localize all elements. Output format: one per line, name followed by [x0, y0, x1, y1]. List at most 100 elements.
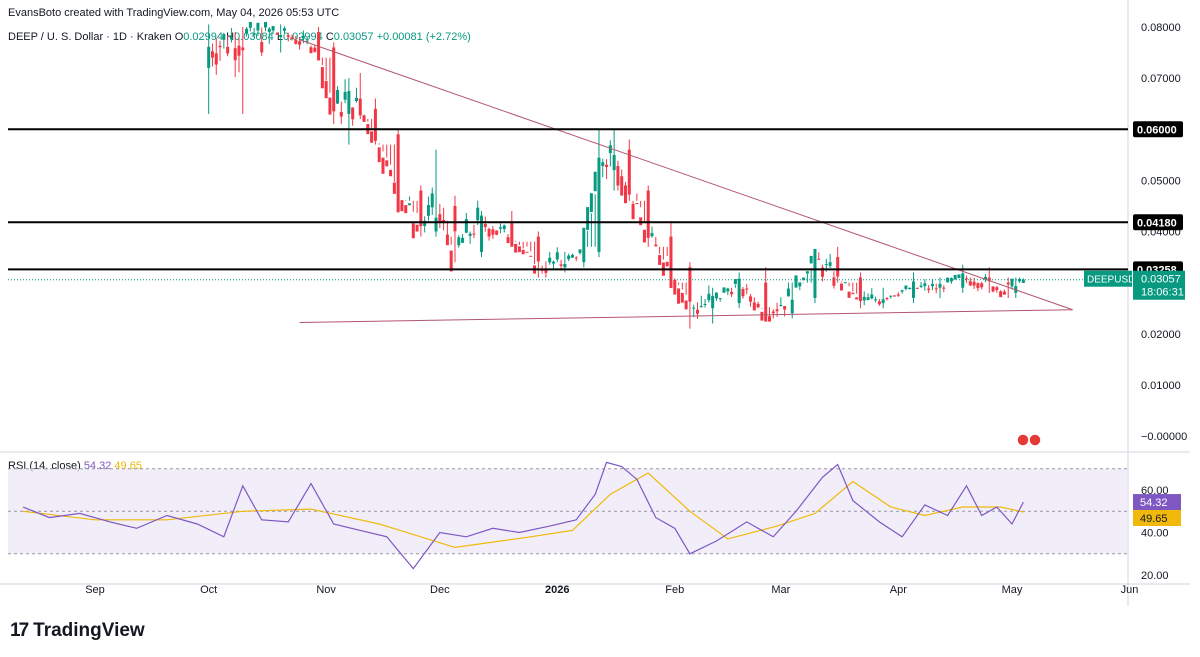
candle-body: [555, 252, 559, 260]
candle-body: [597, 157, 601, 252]
candle-body: [620, 176, 624, 196]
candle-body: [851, 292, 855, 295]
candle-body: [438, 214, 442, 222]
candle-body: [832, 277, 836, 286]
price-tick-label: 0.02000: [1141, 329, 1181, 341]
candle-body: [578, 249, 582, 253]
candle-body: [400, 200, 404, 212]
candle-body: [525, 251, 529, 253]
tradingview-brand[interactable]: 17 TradingView: [10, 620, 145, 642]
candle-body: [328, 97, 332, 115]
candle-body: [889, 295, 893, 297]
candle-body: [502, 225, 506, 230]
time-tick-label: Sep: [85, 584, 105, 596]
candle-body: [942, 287, 946, 289]
candle-body: [627, 149, 631, 195]
candle-body: [703, 304, 707, 306]
candle-body: [805, 271, 809, 274]
time-tick-label: Apr: [890, 584, 907, 596]
candle-body: [802, 277, 806, 281]
candle-body: [267, 28, 271, 32]
candle-body: [282, 28, 286, 31]
candle-body: [790, 299, 794, 314]
tradingview-logo-icon: 17: [10, 620, 29, 641]
candle-body: [354, 97, 358, 101]
candle-body: [339, 111, 343, 117]
candle-body: [646, 190, 650, 238]
candle-body: [419, 190, 423, 227]
candle-body: [498, 227, 502, 229]
candle-body: [222, 34, 226, 40]
candle-body: [582, 227, 586, 263]
open-value: 0.02994: [183, 31, 224, 43]
candle-body: [737, 278, 741, 304]
candle-body: [445, 234, 449, 246]
candle-body: [290, 37, 294, 40]
time-tick-label: Dec: [430, 584, 450, 596]
candle-body: [264, 22, 268, 28]
candle-body: [741, 288, 745, 297]
candle-body: [506, 237, 510, 243]
candle-body: [309, 47, 313, 54]
candle-body: [976, 283, 980, 289]
candle-body: [351, 107, 355, 120]
candle-body: [415, 224, 419, 232]
rsi-tick-label: 20.00: [1141, 570, 1169, 582]
candle-body: [256, 22, 260, 31]
candle-body: [858, 277, 862, 302]
trendline: [299, 39, 1073, 311]
candle-body: [930, 283, 934, 287]
rsi-value-badge: [1133, 494, 1181, 511]
candle-body: [798, 282, 802, 287]
candle-body: [377, 147, 381, 163]
candle-body: [423, 220, 427, 226]
candle-body: [404, 205, 408, 214]
candle-body: [233, 48, 237, 61]
candle-body: [809, 255, 813, 264]
rsi-ma-badge-label: 49.65: [1140, 513, 1168, 525]
candle-body: [453, 205, 457, 232]
candle-body: [491, 229, 495, 235]
candle-body: [991, 286, 995, 292]
candle-body: [953, 274, 957, 280]
level-price-badge: [1133, 121, 1183, 138]
event-flag-icon: [1028, 433, 1042, 447]
ticker-badge: [1084, 270, 1132, 287]
candle-body: [972, 281, 976, 286]
candle-body: [680, 292, 684, 303]
candle-body: [771, 311, 775, 314]
candle-body: [726, 288, 730, 292]
candle-body: [271, 25, 275, 31]
candle-body: [370, 131, 374, 143]
candle-body: [529, 255, 533, 257]
candle-body: [593, 171, 597, 192]
candle-body: [642, 229, 646, 243]
candle-body: [855, 297, 859, 300]
candle-body: [745, 288, 749, 290]
candle-body: [434, 217, 438, 232]
candle-body: [764, 282, 768, 322]
candle-body: [480, 215, 484, 252]
candle-body: [408, 203, 412, 206]
close-label: C: [325, 31, 334, 43]
candle-body: [214, 53, 218, 65]
candle-body: [294, 39, 298, 44]
candle-body: [1021, 279, 1025, 283]
candle-body: [923, 283, 927, 286]
candle-body: [839, 283, 843, 291]
candle-body: [817, 258, 821, 260]
candle-body: [684, 300, 688, 310]
candle-body: [904, 285, 908, 289]
candle-body: [1002, 291, 1006, 295]
candle-body: [248, 22, 252, 28]
candle-body: [733, 279, 737, 285]
ticker-badge-label: DEEPUSD: [1087, 275, 1135, 286]
candle-body: [870, 294, 874, 299]
candle-body: [650, 233, 654, 237]
candle-body: [430, 193, 434, 208]
candle-body: [320, 67, 324, 89]
candles-group: [207, 22, 1025, 329]
rsi-ma-line: [22, 472, 1024, 549]
candle-body: [779, 304, 783, 306]
